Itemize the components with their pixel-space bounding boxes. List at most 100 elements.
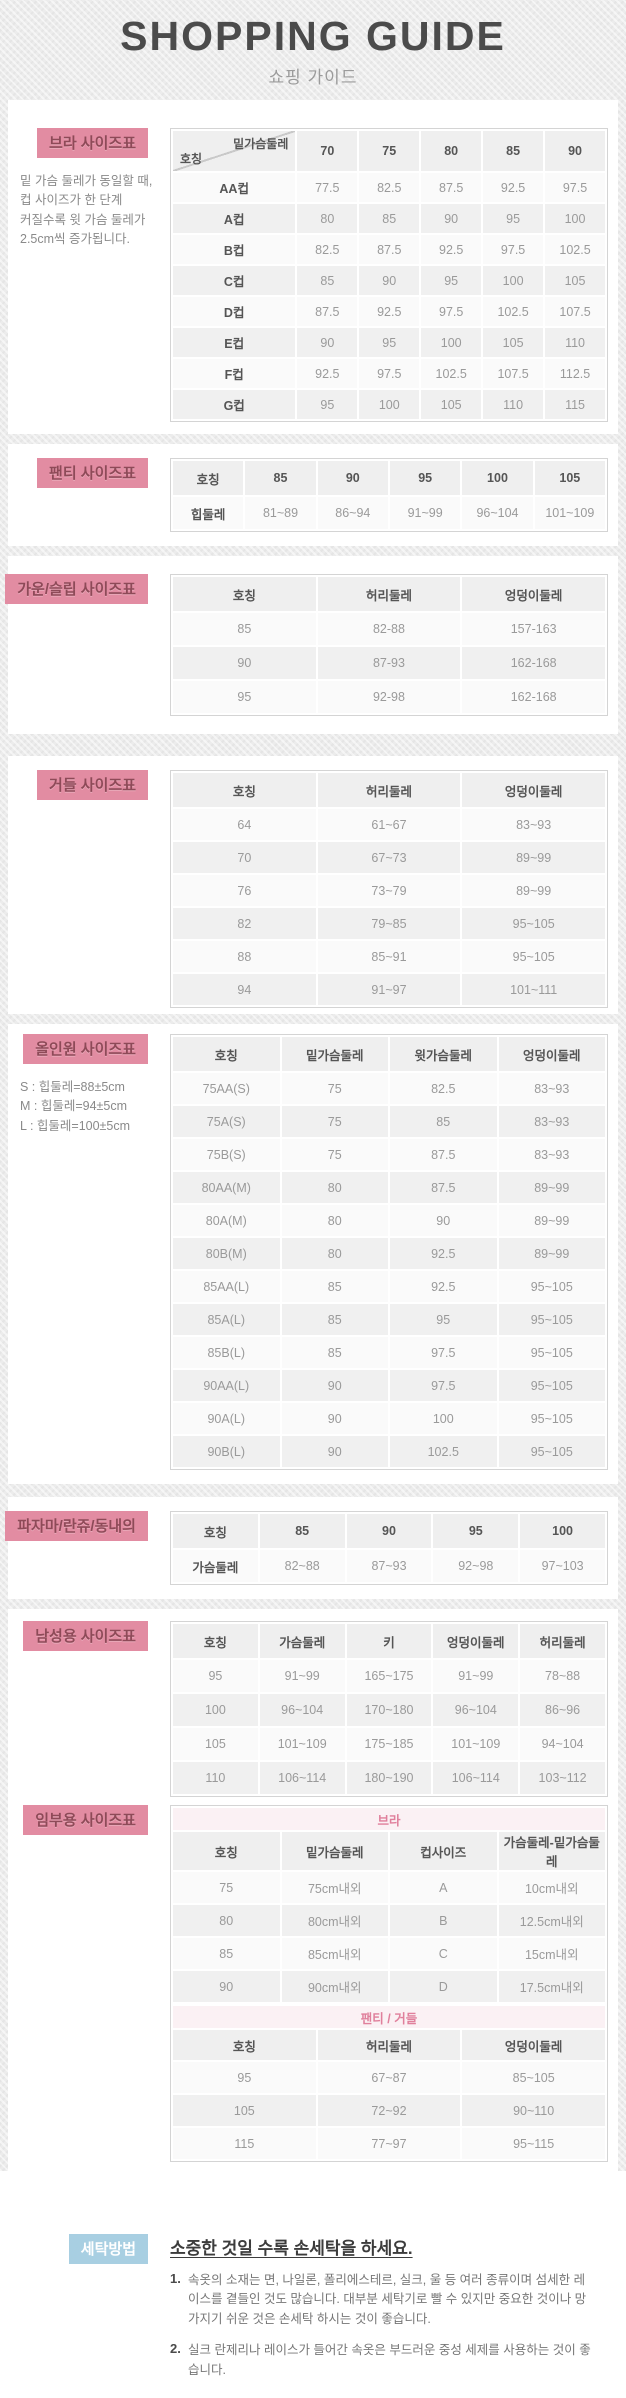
table-cell: 115 [545, 390, 605, 420]
table-cell: 100 [173, 1694, 258, 1727]
section-washing: 세탁방법 소중한 것일 수록 손세탁을 하세요. 1. 속옷의 소재는 면, 나… [8, 2208, 618, 2398]
table-row: 105 72~92 90~110 [173, 2095, 605, 2127]
table-row: 90 90cm내외 D 17.5cm내외 [173, 1971, 605, 2003]
table-cell: 82.5 [390, 1073, 497, 1105]
column-header: 95 [389, 461, 461, 496]
column-header: 호칭 [173, 1832, 280, 1871]
column-header: 호칭 [173, 2030, 316, 2061]
table-cell: 80 [281, 1205, 388, 1237]
band-label: 팬티 / 거들 [173, 2006, 605, 2029]
table-cell: 95 [421, 266, 482, 296]
column-header: 엉덩이둘레 [498, 1037, 605, 1072]
table-row: 85B(L) 85 97.5 95~105 [173, 1337, 605, 1369]
column-header: 85 [259, 1514, 345, 1549]
pajama-size-table: 호칭 85 90 95 100 가슴둘레 82~88 87~93 92~98 97~103 [171, 1512, 607, 1584]
table-cell: 175~185 [346, 1728, 432, 1761]
table-cell: 80 [281, 1238, 388, 1270]
column-header: 85 [483, 131, 544, 172]
table-row: 75AA(S) 75 82.5 83~93 [173, 1073, 605, 1105]
column-header: 엉덩이둘레 [462, 773, 605, 808]
allinone-size-table: 호칭 밑가슴둘레 윗가슴둘레 엉덩이둘레 75AA(S) 75 82.5 83~93 75A(S… [171, 1035, 607, 1469]
table-cell: 110 [545, 328, 605, 358]
table-cell: 90A(L) [173, 1403, 280, 1435]
table-cell: 10cm내외 [498, 1872, 605, 1904]
section-label-bra: 브라 사이즈표 [37, 128, 148, 159]
section-allinone: 올인원 사이즈표 S : 힙둘레=88±5cm M : 힙둘레=94±5cm L :… [8, 1024, 618, 1485]
table-cell: 92.5 [483, 173, 544, 203]
table-row: 75A(S) 75 85 83~93 [173, 1106, 605, 1138]
column-header: 호칭 [173, 1037, 280, 1072]
table-cell: 95~105 [462, 941, 605, 973]
table-cell: 92.5 [297, 359, 358, 389]
band-label: 브라 [173, 1808, 605, 1831]
table-cell: D [390, 1971, 497, 2003]
section-label-washing: 세탁방법 [68, 2234, 148, 2265]
washing-item-text: 속옷의 소재는 면, 나일론, 폴리에스테르, 실크, 울 등 여러 종류이며 … [188, 2273, 587, 2326]
column-header: 75 [359, 131, 420, 172]
table-cell: 97.5 [359, 359, 420, 389]
table-cell: 80 [281, 1172, 388, 1204]
table-band-row: 브라 [173, 1808, 605, 1831]
table-cell: 107.5 [483, 359, 544, 389]
girdle-size-table: 호칭 허리둘레 엉덩이둘레 64 61~67 83~93 70 67~73 89~99 76 73~… [171, 771, 607, 1007]
table-header-row: 호칭 밑가슴둘레 컵사이즈 가슴둘레-밑가슴둘레 [173, 1832, 605, 1871]
table-cell: 70 [173, 842, 316, 874]
table-cell: 92~98 [433, 1550, 519, 1583]
table-cell: 95~105 [498, 1304, 605, 1336]
table-row: 100 96~104 170~180 96~104 86~96 [173, 1694, 605, 1727]
table-cell: 110 [483, 390, 544, 420]
table-cell: 102.5 [545, 235, 605, 265]
table-cell: 80A(M) [173, 1205, 280, 1237]
table-cell: 85 [390, 1106, 497, 1138]
table-cell: 105 [421, 390, 482, 420]
table-cell: 90~110 [462, 2095, 605, 2127]
washing-item: 1. 속옷의 소재는 면, 나일론, 폴리에스테르, 실크, 울 등 여러 종류… [170, 2271, 594, 2329]
table-row: 90 87-93 162-168 [173, 647, 605, 680]
table-cell: 102.5 [390, 1436, 497, 1468]
table-cell: 85 [281, 1337, 388, 1369]
table-cell: 96~104 [433, 1694, 519, 1727]
table-cell: 80AA(M) [173, 1172, 280, 1204]
table-cell: D컵 [173, 297, 296, 327]
table-row: E컵 90 95 100 105 110 [173, 328, 605, 358]
table-cell: 95 [483, 204, 544, 234]
table-cell: 92.5 [390, 1238, 497, 1270]
table-row: 85 85cm내외 C 15cm내외 [173, 1938, 605, 1970]
table-cell: 101~109 [259, 1728, 345, 1761]
table-header-row: 호칭 허리둘레 엉덩이둘레 [173, 2030, 605, 2061]
table-cell: C컵 [173, 266, 296, 296]
section-label-mens: 남성용 사이즈표 [23, 1621, 148, 1652]
table-cell: 90B(L) [173, 1436, 280, 1468]
table-cell: 61~67 [317, 809, 461, 841]
column-header: 엉덩이둘레 [433, 1624, 519, 1659]
table-cell: 88 [173, 941, 316, 973]
table-cell: 110 [173, 1762, 258, 1795]
table-cell: 100 [483, 266, 544, 296]
table-cell: 87~93 [346, 1550, 432, 1583]
table-row: 75 75cm내외 A 10cm내외 [173, 1872, 605, 1904]
table-cell: 107.5 [545, 297, 605, 327]
table-row: B컵 82.5 87.5 92.5 97.5 102.5 [173, 235, 605, 265]
table-cell: 힙둘레 [173, 497, 244, 530]
table-cell: 100 [390, 1403, 497, 1435]
table-cell: A컵 [173, 204, 296, 234]
table-cell: 82~88 [259, 1550, 345, 1583]
table-cell: 80 [173, 1905, 280, 1937]
table-cell: 91~99 [259, 1660, 345, 1693]
section-label-girdle: 거들 사이즈표 [37, 770, 148, 801]
table-cell: 180~190 [346, 1762, 432, 1795]
table-cell: 87.5 [390, 1172, 497, 1204]
table-cell: 85 [173, 613, 316, 646]
table-cell: 100 [359, 390, 420, 420]
table-cell: 86~96 [520, 1694, 605, 1727]
table-cell: 72~92 [317, 2095, 461, 2127]
table-cell: 79~85 [317, 908, 461, 940]
table-row: 85 82-88 157-163 [173, 613, 605, 646]
table-cell: 106~114 [433, 1762, 519, 1795]
table-cell: 95 [359, 328, 420, 358]
table-cell: 77.5 [297, 173, 358, 203]
table-cell: 90 [390, 1205, 497, 1237]
corner-label-top: 밑가슴둘레 [233, 137, 289, 152]
washing-item-text: 실크 란제리나 레이스가 들어간 속옷은 부드러운 중성 세제를 사용하는 것이… [188, 2343, 591, 2377]
table-cell: 91~99 [389, 497, 461, 530]
